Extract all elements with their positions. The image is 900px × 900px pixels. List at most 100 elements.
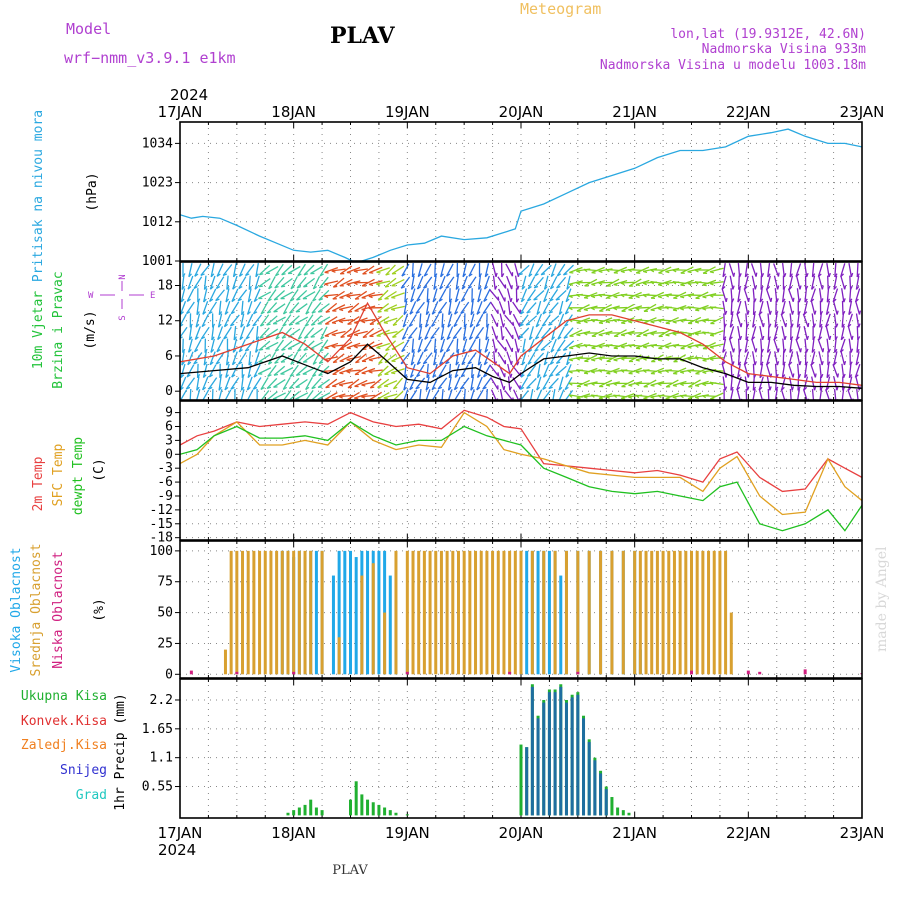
wind-arrow xyxy=(310,328,323,338)
wind-arrow-head xyxy=(642,357,647,361)
plot-area xyxy=(180,409,862,532)
wind-arrow xyxy=(802,389,808,400)
bar-niska-oblacnost xyxy=(690,670,693,675)
wind-arrow xyxy=(781,288,785,303)
wind-arrow xyxy=(438,364,447,378)
wind-arrow xyxy=(665,379,679,388)
bar-srednja-oblacnost xyxy=(491,550,495,675)
wind-arrow xyxy=(620,294,635,297)
top-date-labels: 17JAN 18JAN 19JAN 20JAN 21JAN 22JAN 23JAN xyxy=(158,103,885,121)
wind-arrow-head xyxy=(403,386,407,391)
wind-arrow xyxy=(186,364,195,378)
wind-arrow xyxy=(811,338,815,353)
wind-arrow xyxy=(309,341,323,350)
wind-arrow xyxy=(774,313,778,328)
panel-precip: 0.551.11.652.2 xyxy=(142,678,863,819)
wind-arrow-head xyxy=(303,285,308,288)
wind-arrow xyxy=(311,377,322,390)
wind-arrow xyxy=(218,300,222,315)
wind-arrow xyxy=(491,326,498,340)
wind-arrow xyxy=(383,317,398,324)
wind-arrow xyxy=(273,290,286,301)
wind-arrow xyxy=(499,313,504,328)
wind-arrow xyxy=(303,327,315,339)
wind-arrow-head xyxy=(745,336,749,341)
wind-arrow xyxy=(391,265,405,275)
wind-arrow-head xyxy=(516,361,520,366)
bar-ukupna-kisa xyxy=(360,794,364,816)
wind-arrow xyxy=(304,314,314,327)
wind-arrow xyxy=(721,288,727,303)
wind-arrow xyxy=(721,275,727,290)
wind-arrow xyxy=(849,275,852,290)
wind-arrow-head xyxy=(456,348,460,353)
wind-arrow xyxy=(332,353,345,364)
wind-arrow-head xyxy=(770,297,773,302)
wind-arrow-head xyxy=(410,361,415,366)
wind-arrow xyxy=(320,326,328,340)
bar-srednja-oblacnost xyxy=(434,550,438,675)
wind-arrow-head xyxy=(423,361,428,365)
wind-arrow-head xyxy=(338,320,344,324)
wind-arrow xyxy=(635,342,650,349)
wind-arrow-head xyxy=(598,369,603,373)
wind-arrow xyxy=(257,367,272,375)
wind-arrow-head xyxy=(628,384,633,387)
bar-srednja-oblacnost xyxy=(661,550,665,675)
wind-arrow xyxy=(687,343,702,348)
wind-arrow xyxy=(460,301,470,314)
wind-arrow xyxy=(354,304,368,312)
wind-arrow xyxy=(721,351,727,366)
bar-ukupna-kisa xyxy=(286,812,290,816)
wind-arrow-head xyxy=(804,374,808,379)
wind-arrow-head xyxy=(819,386,823,391)
wind-arrow xyxy=(642,294,658,297)
wind-arrow xyxy=(658,266,672,274)
wind-arrow-head xyxy=(724,310,728,315)
wind-arrow xyxy=(231,351,238,366)
wind-arrow-head xyxy=(392,323,398,326)
top-date-tick: 20JAN xyxy=(499,103,544,121)
wind-arrow-head xyxy=(319,285,324,289)
wind-arrow xyxy=(613,329,627,337)
wind-arrow-head xyxy=(409,311,414,315)
wind-arrow-head xyxy=(376,283,381,286)
wind-arrow-head xyxy=(687,346,692,349)
wind-arrow xyxy=(564,301,573,315)
wind-arrow xyxy=(346,266,361,274)
wind-arrow-head xyxy=(275,273,280,277)
wind-arrow xyxy=(423,339,432,352)
wind-arrow-head xyxy=(754,285,758,290)
wind-arrow xyxy=(555,365,567,376)
wind-arrow xyxy=(383,380,398,387)
wind-arrow-head xyxy=(687,358,692,361)
wind-arrow-head xyxy=(210,349,215,353)
wind-arrow-head xyxy=(773,336,778,341)
wind-arrow-head xyxy=(441,323,445,328)
wind-arrow-head xyxy=(598,334,603,337)
wind-arrow xyxy=(730,300,733,315)
wind-arrow xyxy=(391,292,405,299)
wind-arrow-head xyxy=(194,336,199,341)
wind-arrow-head xyxy=(821,360,824,366)
wind-arrow xyxy=(440,263,445,277)
wind-arrow-head xyxy=(724,386,728,391)
wind-arrow-head xyxy=(620,282,625,286)
wind-arrow-head xyxy=(732,361,735,366)
wind-arrow xyxy=(804,338,808,353)
wind-arrow-head xyxy=(657,371,662,374)
model-name: wrf−nmm_v3.9.1 e1km xyxy=(64,49,236,67)
wind-arrow xyxy=(246,376,253,391)
wind-arrow-head xyxy=(635,284,640,287)
wind-arrow-head xyxy=(238,286,243,290)
wind-arrow xyxy=(193,276,203,289)
wind-arrow-head xyxy=(518,273,523,276)
wind-arrow xyxy=(825,300,831,315)
wind-arrow-head xyxy=(290,286,295,290)
wind-arrow-head xyxy=(475,323,480,328)
wind-arrow-head xyxy=(447,323,452,328)
credit-label: made by Angel xyxy=(874,546,890,652)
wind-arrow xyxy=(788,275,794,290)
wind-arrow-head xyxy=(576,270,581,273)
wind-arrow xyxy=(385,340,397,351)
